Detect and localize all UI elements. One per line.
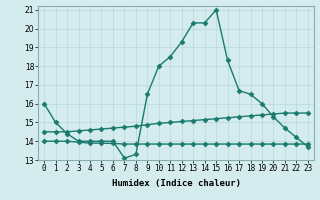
X-axis label: Humidex (Indice chaleur): Humidex (Indice chaleur) — [111, 179, 241, 188]
